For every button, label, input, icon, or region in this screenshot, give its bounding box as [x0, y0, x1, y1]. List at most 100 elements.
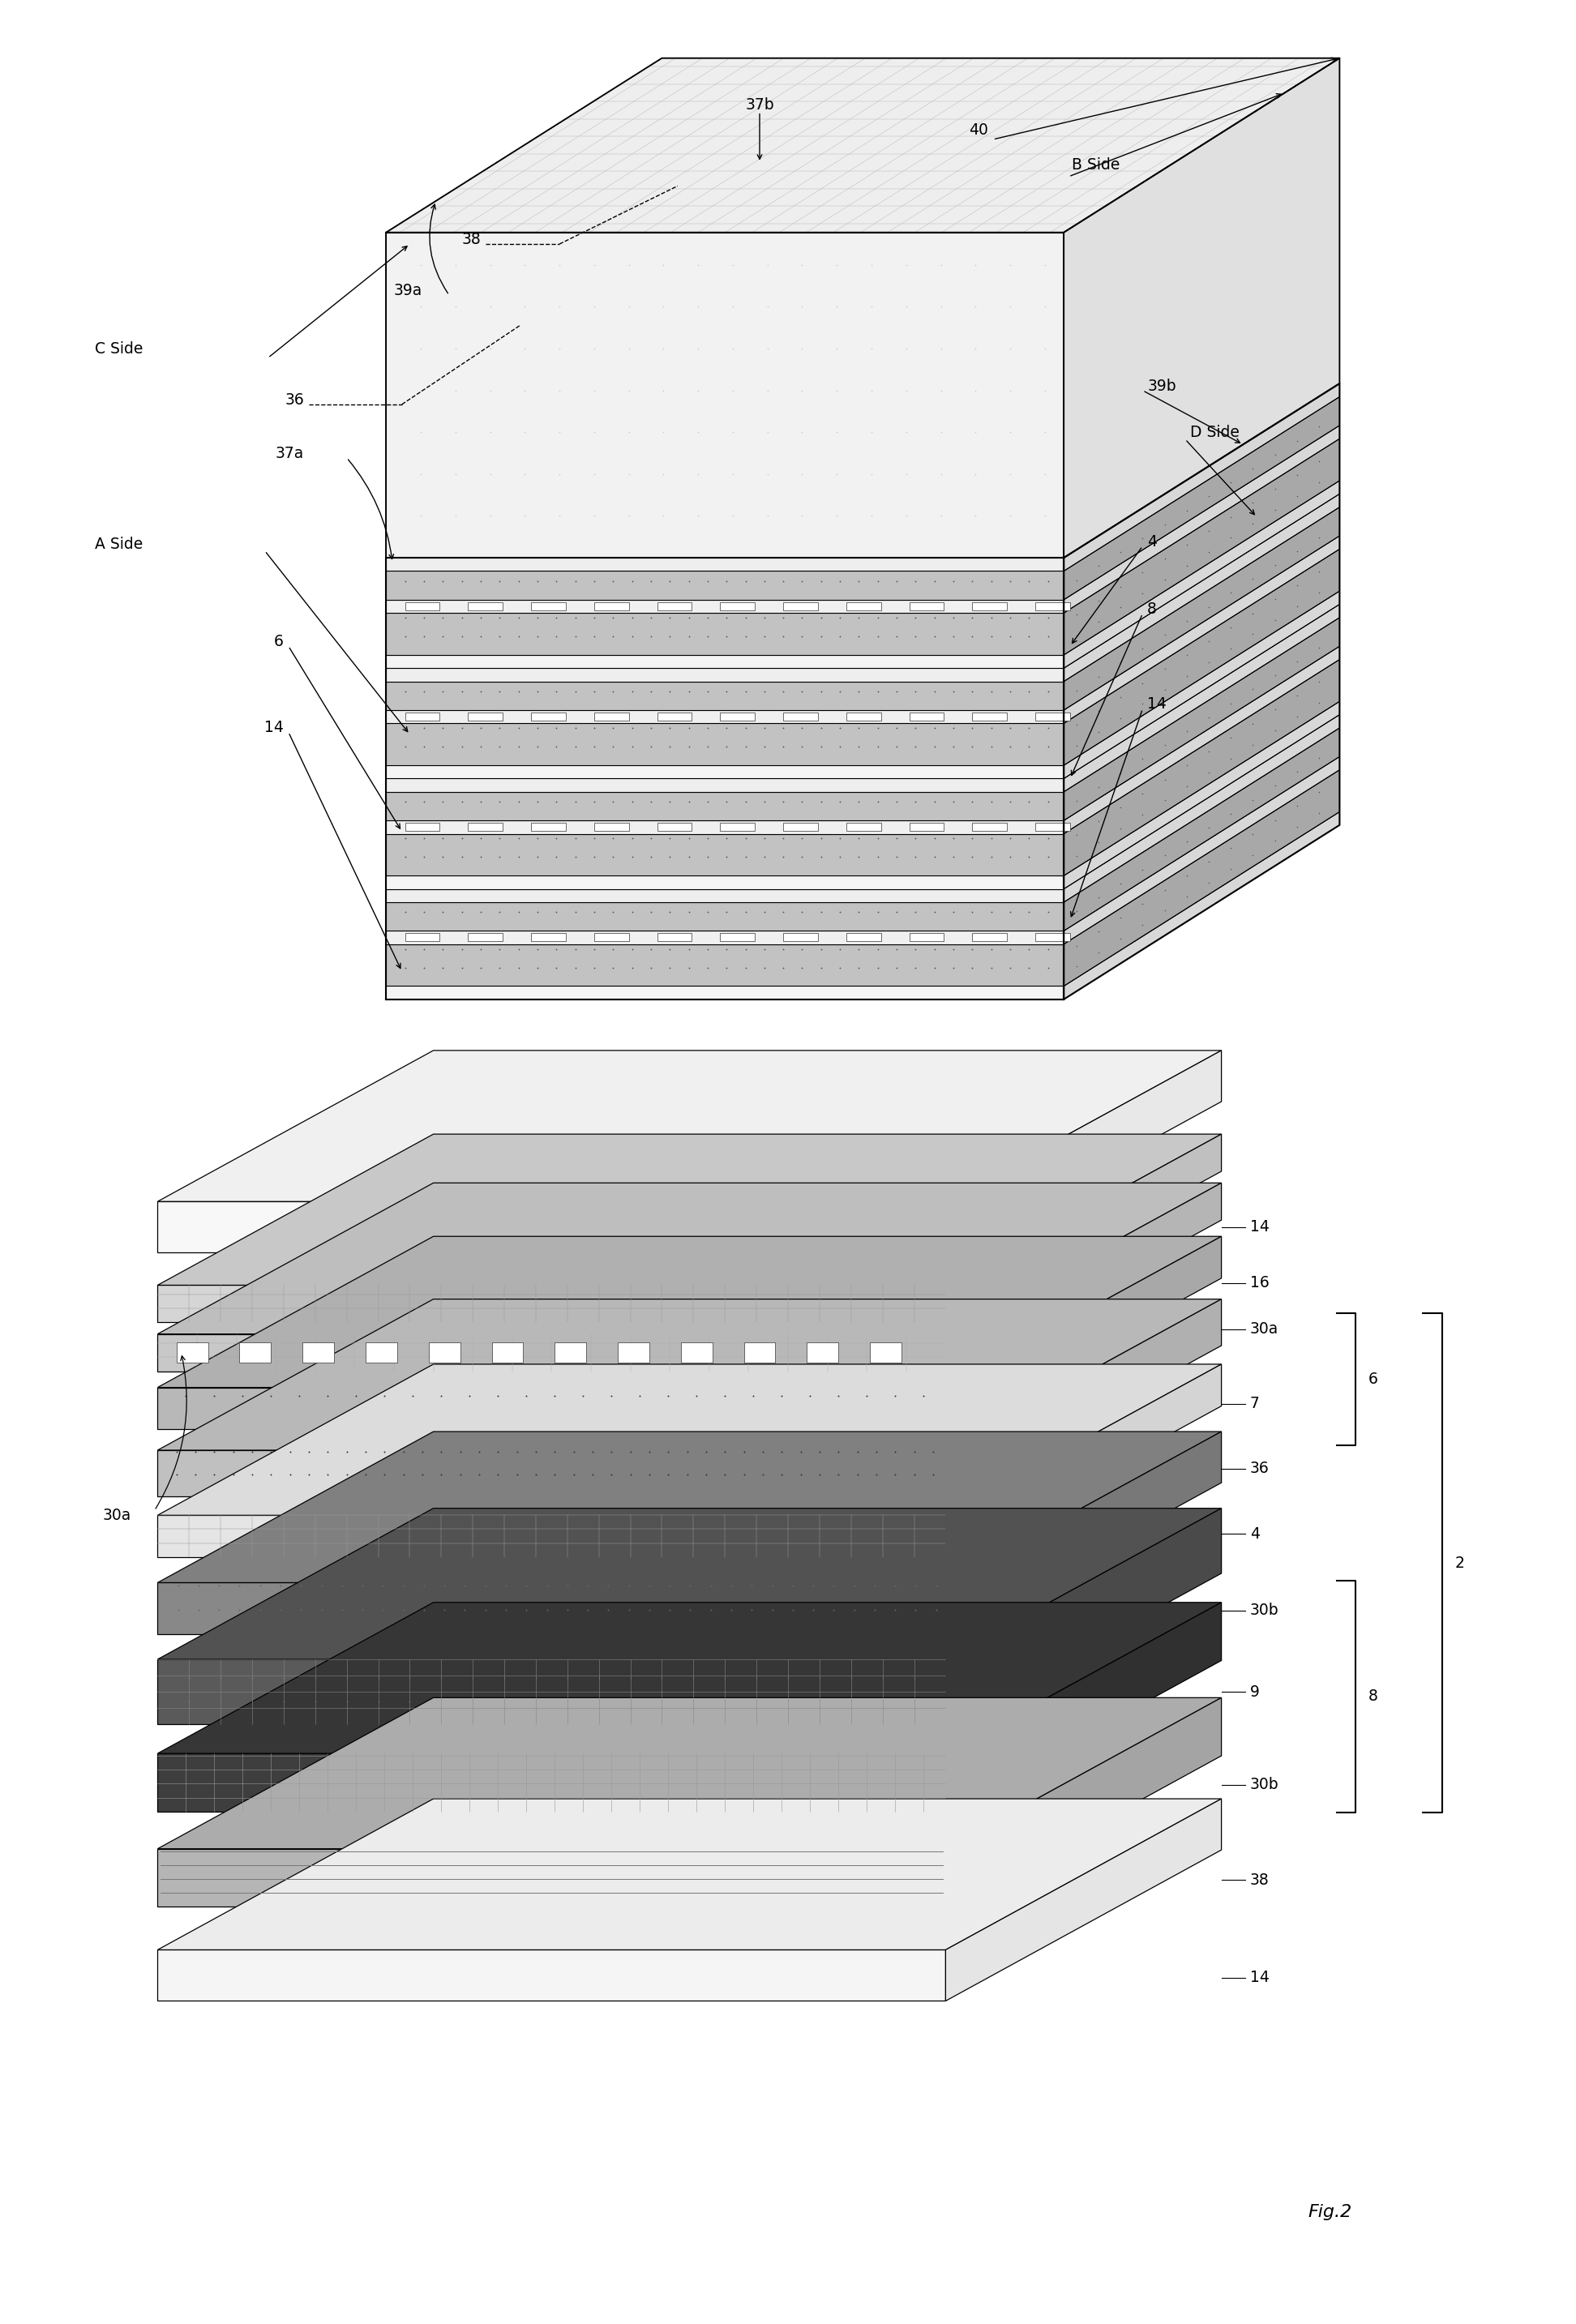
Bar [972, 602, 1007, 609]
Polygon shape [386, 572, 1064, 600]
Polygon shape [1064, 383, 1340, 572]
Polygon shape [158, 1850, 946, 1906]
Polygon shape [946, 1299, 1221, 1497]
Polygon shape [946, 1604, 1221, 1813]
Polygon shape [158, 1183, 1221, 1334]
Polygon shape [1064, 646, 1340, 834]
Bar [594, 823, 629, 830]
Polygon shape [946, 1050, 1221, 1253]
Text: 38: 38 [1250, 1873, 1269, 1887]
Text: 14: 14 [1250, 1971, 1269, 1985]
Polygon shape [386, 600, 1064, 614]
Polygon shape [946, 1697, 1221, 1906]
Bar [972, 823, 1007, 830]
Polygon shape [1064, 618, 1340, 820]
Bar [555, 1343, 586, 1362]
Bar [405, 602, 440, 609]
Polygon shape [1064, 769, 1340, 985]
Polygon shape [946, 1432, 1221, 1634]
Polygon shape [1064, 439, 1340, 655]
Bar [405, 713, 440, 720]
Bar [870, 1343, 901, 1362]
Polygon shape [158, 1508, 1221, 1659]
Polygon shape [386, 232, 1064, 558]
Polygon shape [946, 1236, 1221, 1429]
Bar [303, 1343, 334, 1362]
Bar [681, 1343, 712, 1362]
Polygon shape [158, 1799, 1221, 1950]
Bar [366, 1343, 397, 1362]
Bar [846, 602, 881, 609]
Polygon shape [158, 1583, 946, 1634]
Bar [657, 602, 692, 609]
Polygon shape [158, 1604, 1221, 1755]
Polygon shape [1064, 481, 1340, 669]
Polygon shape [386, 876, 1064, 890]
Polygon shape [1064, 537, 1340, 723]
Bar [972, 934, 1007, 941]
Polygon shape [386, 667, 1064, 681]
Text: C Side: C Side [95, 342, 143, 356]
Polygon shape [1064, 702, 1340, 890]
Bar [429, 1343, 460, 1362]
Bar [240, 1343, 271, 1362]
Bar [468, 823, 503, 830]
Polygon shape [1064, 727, 1340, 932]
Bar [783, 934, 818, 941]
Text: 4: 4 [1250, 1527, 1259, 1541]
Bar [1035, 823, 1070, 830]
Polygon shape [946, 1183, 1221, 1371]
Polygon shape [158, 1202, 946, 1253]
Polygon shape [158, 1432, 1221, 1583]
Text: 4: 4 [1147, 535, 1157, 548]
Polygon shape [158, 1050, 1221, 1202]
Bar [1035, 713, 1070, 720]
Bar [783, 602, 818, 609]
Text: A Side: A Side [95, 537, 142, 551]
Bar [594, 602, 629, 609]
Bar [720, 934, 755, 941]
Bar [846, 934, 881, 941]
Bar [783, 823, 818, 830]
Bar [492, 1343, 523, 1362]
Polygon shape [158, 1334, 946, 1371]
Bar [909, 934, 944, 941]
Bar [594, 713, 629, 720]
Bar [720, 823, 755, 830]
Bar [468, 713, 503, 720]
Text: 30a: 30a [102, 1508, 131, 1522]
Bar [468, 602, 503, 609]
Bar [909, 823, 944, 830]
Polygon shape [1064, 758, 1340, 944]
Polygon shape [158, 1285, 946, 1322]
Text: 36: 36 [1250, 1462, 1269, 1476]
Bar [531, 713, 566, 720]
Text: 6: 6 [1368, 1371, 1377, 1387]
Text: 14: 14 [1147, 697, 1166, 711]
Polygon shape [158, 1364, 1221, 1515]
Text: 36: 36 [285, 393, 304, 407]
Polygon shape [1064, 507, 1340, 711]
Text: 7: 7 [1250, 1397, 1259, 1411]
Text: 14: 14 [265, 720, 284, 734]
Polygon shape [1064, 604, 1340, 792]
Polygon shape [1064, 716, 1340, 902]
Text: 30b: 30b [1250, 1604, 1278, 1618]
Text: 2: 2 [1455, 1555, 1464, 1571]
Polygon shape [386, 944, 1064, 985]
Bar [972, 713, 1007, 720]
Bar [783, 713, 818, 720]
Bar [909, 602, 944, 609]
Bar [846, 713, 881, 720]
Polygon shape [386, 765, 1064, 779]
Text: 37a: 37a [276, 446, 304, 460]
Polygon shape [158, 1236, 1221, 1387]
Polygon shape [1064, 590, 1340, 779]
Bar [405, 934, 440, 941]
Bar [531, 934, 566, 941]
Bar [807, 1343, 838, 1362]
Polygon shape [386, 932, 1064, 944]
Polygon shape [158, 1450, 946, 1497]
Bar [531, 602, 566, 609]
Text: 30a: 30a [1250, 1322, 1278, 1336]
